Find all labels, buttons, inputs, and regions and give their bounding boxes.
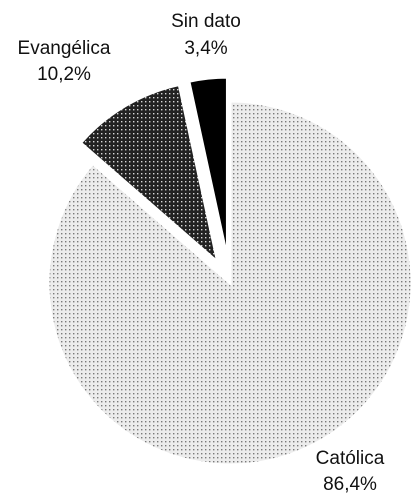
slice-label-catolica: Católica: [316, 448, 385, 469]
pie-slices: [46, 75, 412, 467]
pie-slice-sin-dato: [187, 75, 229, 260]
pie-slice-catolica: [46, 99, 412, 467]
slice-value-sin-dato: 3,4%: [184, 38, 227, 59]
slice-value-catolica: 86,4%: [323, 474, 377, 495]
slice-label-sin-dato: Sin dato: [171, 11, 241, 32]
slice-label-evangelica: Evangélica: [18, 38, 111, 59]
slice-value-evangelica: 10,2%: [37, 64, 91, 85]
pie-slice-evangelica: [78, 82, 221, 267]
